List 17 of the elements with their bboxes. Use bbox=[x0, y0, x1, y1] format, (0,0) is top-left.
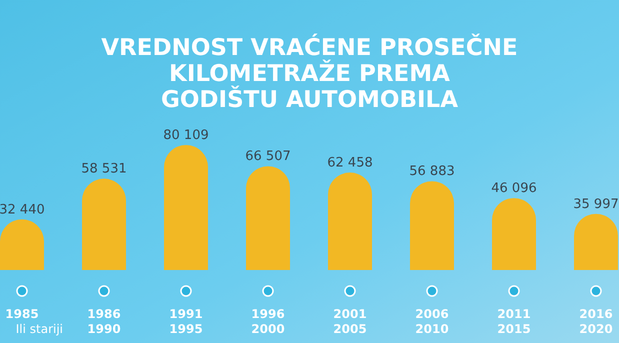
x-tick-label: 1996 2000 bbox=[251, 307, 285, 336]
x-tick-label: 2006 2010 bbox=[415, 307, 449, 336]
data-label: 32 440 bbox=[0, 202, 45, 218]
x-tick-label: 2011 2015 bbox=[497, 307, 531, 336]
data-label: 62 458 bbox=[327, 156, 373, 171]
x-tick-label: 2016 2020 bbox=[579, 307, 613, 336]
x-tick-label: 1985 Ili stariji bbox=[5, 307, 64, 336]
data-label: 80 109 bbox=[163, 128, 209, 143]
data-label: 46 096 bbox=[491, 181, 537, 196]
x-tick-label: 2001 2005 bbox=[333, 307, 367, 336]
x-tick-label: 1991 1995 bbox=[169, 307, 203, 336]
chart-title: VREDNOST VRAĆENE PROSEČNE KILOMETRAŽE PREMA GODIŠTU AUTOMOBILA bbox=[101, 33, 518, 113]
data-label: 66 507 bbox=[245, 149, 291, 164]
data-label: 35 997 bbox=[573, 196, 619, 212]
x-tick-label: 1986 1990 bbox=[87, 307, 121, 336]
data-label: 56 883 bbox=[409, 164, 455, 180]
data-label: 58 531 bbox=[81, 162, 127, 177]
